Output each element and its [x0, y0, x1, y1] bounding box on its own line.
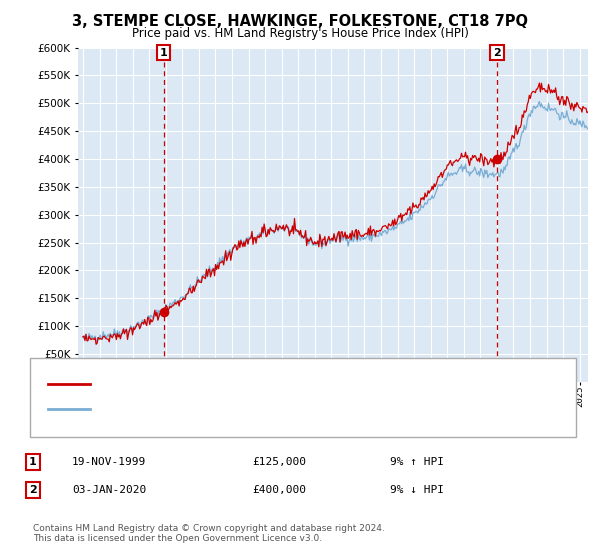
Text: 9% ↓ HPI: 9% ↓ HPI — [390, 485, 444, 495]
Text: 2: 2 — [493, 48, 501, 58]
Text: 9% ↑ HPI: 9% ↑ HPI — [390, 457, 444, 467]
Text: 2: 2 — [29, 485, 37, 495]
Text: 1: 1 — [29, 457, 37, 467]
Text: 3, STEMPE CLOSE, HAWKINGE, FOLKESTONE, CT18 7PQ (detached house): 3, STEMPE CLOSE, HAWKINGE, FOLKESTONE, C… — [102, 379, 485, 389]
Text: £125,000: £125,000 — [252, 457, 306, 467]
Text: Price paid vs. HM Land Registry's House Price Index (HPI): Price paid vs. HM Land Registry's House … — [131, 27, 469, 40]
Text: 19-NOV-1999: 19-NOV-1999 — [72, 457, 146, 467]
Text: £400,000: £400,000 — [252, 485, 306, 495]
Text: 3, STEMPE CLOSE, HAWKINGE, FOLKESTONE, CT18 7PQ: 3, STEMPE CLOSE, HAWKINGE, FOLKESTONE, C… — [72, 14, 528, 29]
Text: Contains HM Land Registry data © Crown copyright and database right 2024.
This d: Contains HM Land Registry data © Crown c… — [33, 524, 385, 543]
Text: 1: 1 — [160, 48, 167, 58]
Text: HPI: Average price, detached house, Folkestone and Hythe: HPI: Average price, detached house, Folk… — [102, 404, 408, 414]
Text: 03-JAN-2020: 03-JAN-2020 — [72, 485, 146, 495]
